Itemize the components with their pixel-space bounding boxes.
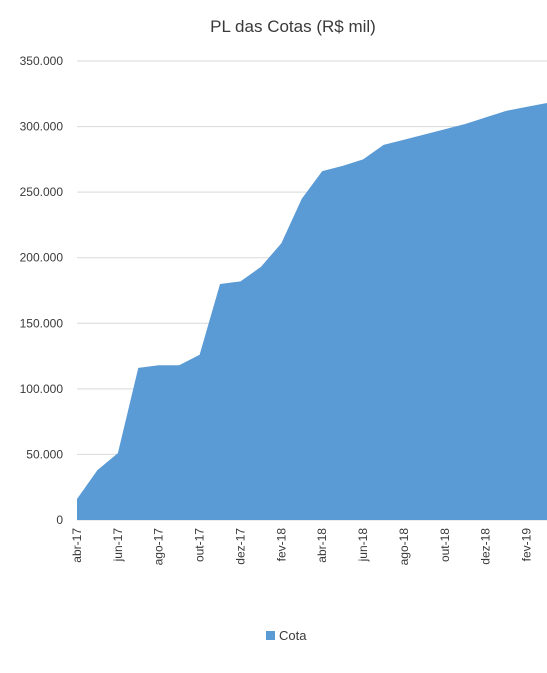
y-axis: 0 50.000 100.000 150.000 200.000 250.000 300.0…	[20, 54, 64, 527]
area-cota	[77, 102, 547, 520]
x-tick-label: abr-17	[70, 528, 84, 563]
y-tick-label: 150.000	[20, 316, 64, 330]
legend: Cota	[266, 628, 307, 643]
legend-swatch-cota	[266, 631, 275, 640]
x-tick-label: dez-18	[479, 528, 493, 565]
x-tick-label: dez-17	[233, 528, 247, 565]
y-tick-label: 350.000	[20, 54, 64, 68]
x-tick-label: ago-18	[397, 528, 411, 566]
x-tick-label: out-17	[193, 528, 207, 562]
y-tick-label: 300.000	[20, 120, 64, 134]
x-axis: abr-17 jun-17 ago-17 out-17 dez-17 fev-18 abr-…	[70, 528, 534, 566]
y-tick-label: 0	[56, 513, 63, 527]
chart-title: PL das Cotas (R$ mil)	[210, 17, 376, 36]
y-tick-label: 100.000	[20, 382, 64, 396]
x-tick-label: abr-18	[315, 528, 329, 563]
x-tick-label: jun-18	[356, 528, 370, 563]
y-tick-label: 50.000	[26, 447, 63, 461]
x-tick-label: out-18	[438, 528, 452, 562]
x-tick-label: jun-17	[111, 528, 125, 563]
legend-label-cota: Cota	[279, 628, 307, 643]
x-tick-label: fev-19	[520, 528, 534, 562]
y-tick-label: 250.000	[20, 185, 64, 199]
y-tick-label: 200.000	[20, 251, 64, 265]
x-tick-label: fev-18	[274, 528, 288, 562]
area-series	[77, 102, 547, 520]
x-tick-label: ago-17	[152, 528, 166, 566]
